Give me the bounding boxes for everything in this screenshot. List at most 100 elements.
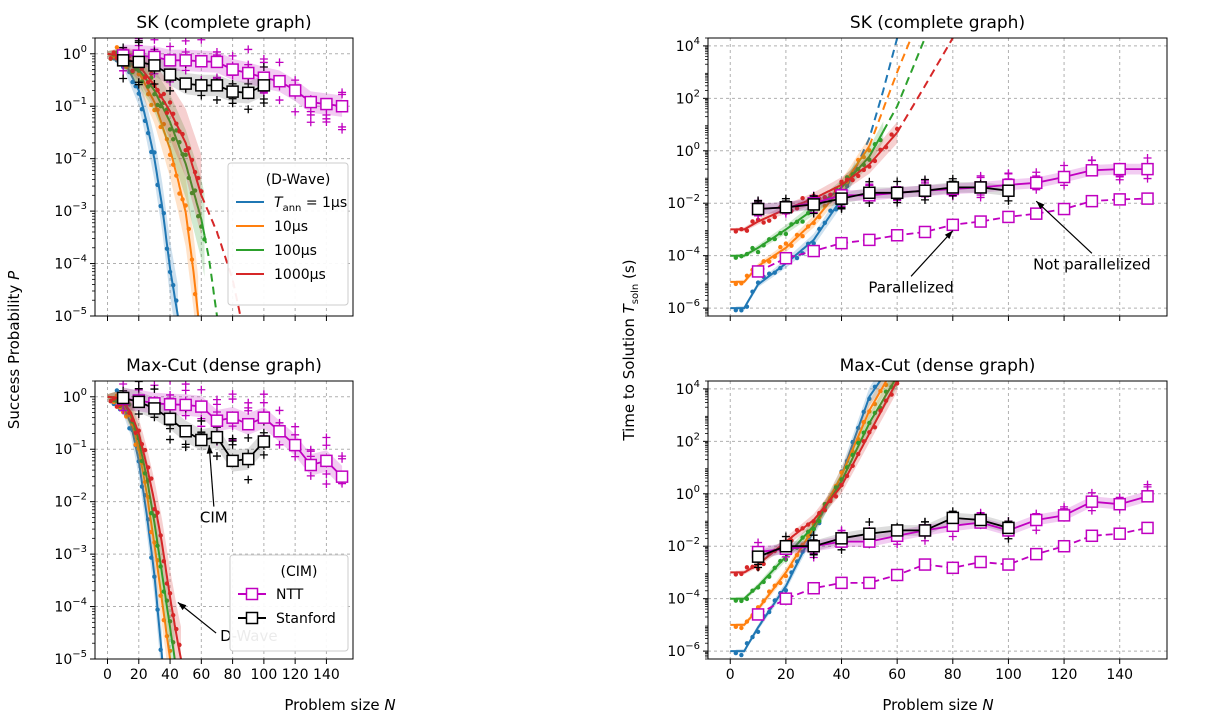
- annotation-label: Parallelized: [868, 278, 953, 296]
- dwave-point-T100: [867, 157, 872, 162]
- dwave-point-T100: [167, 127, 173, 132]
- instance-marker-NTT: [166, 42, 175, 51]
- dwave-point-T1: [139, 484, 145, 489]
- stanford-marker: [116, 54, 130, 67]
- dwave-point-T10: [739, 281, 744, 286]
- instance-marker-Stanford: [119, 74, 128, 83]
- instance-marker-NTT: [119, 66, 128, 75]
- x-tick-label: 60: [192, 667, 210, 683]
- dwave-point-T10: [878, 388, 883, 394]
- dwave-point-T10: [744, 619, 750, 624]
- dwave-point-T1000: [108, 56, 113, 61]
- dwave-point-T100: [800, 535, 805, 540]
- instance-marker-NTT: [338, 122, 347, 131]
- instance-marker-Stanford: [166, 435, 175, 444]
- dwave-point-T10: [783, 241, 789, 246]
- dwave-point-T1000: [744, 565, 750, 570]
- x-tick-label: 0: [103, 667, 112, 683]
- stanford-marker: [241, 86, 255, 100]
- dwave-point-T100: [761, 579, 766, 585]
- dwave-point-T100: [856, 440, 861, 446]
- instance-marker-Stanford: [865, 517, 874, 526]
- dwave-point-T1: [145, 517, 151, 522]
- dwave-point-T1000: [794, 527, 800, 533]
- instance-marker-NTT: [306, 118, 315, 127]
- instance-marker-Stanford: [134, 384, 143, 393]
- stanford-marker: [807, 539, 820, 553]
- ntt-parallel-marker: [863, 233, 876, 247]
- dwave-point-T1000: [127, 410, 132, 416]
- dwave-point-T1000: [161, 559, 166, 564]
- dwave-point-T10: [186, 226, 192, 232]
- dwave-point-T1000: [152, 506, 157, 512]
- y-tick-label: 104: [676, 379, 700, 398]
- dwave-point-T10: [772, 583, 777, 588]
- ntt-parallel-marker: [779, 251, 793, 265]
- y-tick-label: 10−3: [54, 201, 87, 220]
- x-tick-label: 100: [251, 667, 278, 683]
- stanford-marker: [210, 430, 224, 444]
- dwave-point-T1000: [805, 522, 811, 527]
- dwave-point-T1000: [744, 228, 750, 233]
- dwave-band-T10: [107, 48, 199, 316]
- dwave-point-T1: [161, 211, 166, 216]
- dwave-point-T1000: [155, 87, 160, 93]
- ntt-marker: [163, 398, 177, 411]
- ntt-marker: [1113, 497, 1126, 511]
- stanford-line: [758, 186, 1009, 210]
- dwave-point-T10: [152, 540, 157, 545]
- stanford-marker: [1002, 184, 1015, 197]
- dwave-point-T10: [861, 419, 866, 425]
- instance-marker-NTT: [259, 390, 268, 399]
- instance-marker-NTT: [291, 422, 300, 431]
- dwave-point-T1000: [164, 110, 170, 115]
- stanford-marker: [974, 513, 987, 527]
- ntt-marker: [1085, 164, 1099, 177]
- panel-sk-tts: 104 102 100 10−2 10−4 10−6 SK (complete graph)…: [667, 13, 1168, 321]
- y-tick-label: 100: [63, 387, 87, 406]
- dwave-point-T1: [733, 650, 739, 656]
- dwave-point-T100: [805, 529, 811, 534]
- legend-marker: [245, 587, 259, 601]
- instance-marker-NTT: [244, 45, 253, 54]
- instance-marker-NTT: [1143, 174, 1152, 183]
- instance-marker-Stanford: [259, 62, 268, 71]
- instance-marker-NTT: [976, 193, 985, 202]
- ntt-parallel-marker: [835, 236, 848, 250]
- stanford-line: [123, 59, 265, 94]
- dwave-point-T10: [761, 598, 766, 604]
- dwave-point-T100: [177, 140, 182, 145]
- dwave-point-T1000: [145, 80, 151, 85]
- dwave-fit-extrap-T10: [868, 38, 913, 147]
- dwave-point-T1000: [189, 157, 195, 163]
- stanford-marker: [195, 79, 208, 92]
- annotation-arrowhead: [177, 602, 187, 611]
- y-tick-label: 10−1: [54, 96, 87, 115]
- instance-marker-NTT: [150, 38, 159, 44]
- dwave-point-T1: [811, 241, 816, 246]
- x-tick-label: 0: [726, 667, 735, 683]
- instance-marker-NTT: [1143, 480, 1152, 489]
- dwave-point-T1000: [839, 482, 844, 488]
- dwave-point-T10: [196, 318, 200, 322]
- x-tick-label: 80: [944, 667, 962, 683]
- stanford-marker: [241, 452, 255, 466]
- stanford-marker: [807, 198, 820, 211]
- y-tick-label: 10−6: [667, 298, 700, 317]
- stanford-marker: [195, 433, 208, 447]
- dwave-point-T1000: [811, 518, 816, 524]
- stanford-marker: [148, 59, 161, 72]
- dwave-point-T100: [744, 251, 750, 257]
- dwave-point-T100: [778, 558, 783, 564]
- stanford-marker: [132, 55, 146, 69]
- legend-label: 10μs: [274, 219, 308, 235]
- dwave-point-T100: [772, 565, 777, 570]
- panel-title: SK (complete graph): [136, 13, 311, 33]
- instance-marker-NTT: [1032, 168, 1041, 177]
- ntt-marker: [288, 84, 302, 97]
- dwave-point-T1: [783, 588, 789, 593]
- dwave-point-T100: [767, 237, 772, 242]
- instance-marker-NTT: [197, 385, 206, 394]
- instance-marker-Stanford: [197, 91, 206, 100]
- dwave-point-T1000: [872, 158, 878, 164]
